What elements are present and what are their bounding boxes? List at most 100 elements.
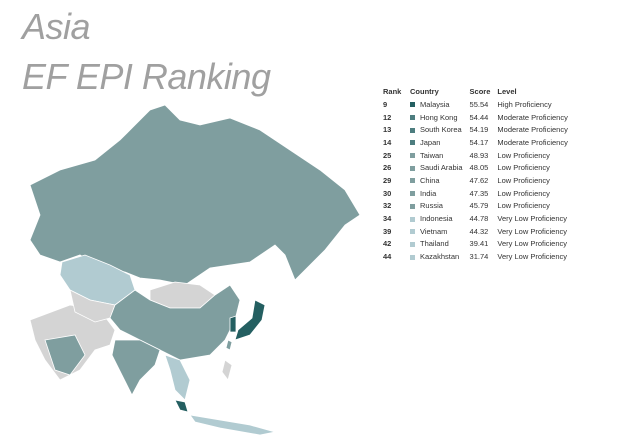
rank: 13 <box>383 125 392 135</box>
legend-swatch <box>410 178 415 184</box>
score: 54.19 <box>469 125 489 135</box>
country-cell: Japan <box>407 136 467 149</box>
country: Kazakhstan <box>420 252 460 262</box>
philippines <box>221 359 233 381</box>
table-row: 14 Japan 54.17 Moderate Proficiency <box>380 136 572 149</box>
india <box>111 339 161 396</box>
rank: 12 <box>383 112 392 122</box>
level: Very Low Proficiency <box>497 214 568 224</box>
legend-swatch <box>410 216 415 222</box>
rank: 34 <box>383 214 392 224</box>
score: 47.62 <box>469 175 489 185</box>
table-row: 34 Indonesia 44.78 Very Low Proficiency <box>380 212 572 225</box>
column-header: Level <box>497 86 517 96</box>
country-cell: Kazakhstan <box>407 250 467 263</box>
country-cell: Hong Kong <box>407 111 467 124</box>
rank: 14 <box>383 137 392 147</box>
country: Malaysia <box>420 99 450 109</box>
score: 31.74 <box>469 252 489 262</box>
level: Low Proficiency <box>497 150 550 160</box>
table-row: 9 Malaysia 55.54 High Proficiency <box>380 98 572 111</box>
country-cell: Thailand <box>407 238 467 251</box>
country: Vietnam <box>420 226 448 236</box>
level: Moderate Proficiency <box>497 137 568 147</box>
country: Thailand <box>420 239 449 249</box>
level: High Proficiency <box>497 99 552 109</box>
title-line-2: EF EPI Ranking <box>22 56 271 97</box>
table-row: 32 Russia 45.79 Low Proficiency <box>380 200 572 213</box>
indonesia <box>189 414 276 436</box>
saudi-arabia <box>44 334 86 376</box>
taiwan <box>225 339 233 351</box>
legend-swatch <box>410 203 415 209</box>
south-korea <box>229 315 237 333</box>
column-header: Country <box>410 86 439 96</box>
legend-swatch <box>410 241 415 247</box>
column-header: Score <box>469 86 491 96</box>
southeast-asia <box>164 354 191 401</box>
country: South Korea <box>420 125 462 135</box>
country: China <box>420 175 440 185</box>
table-body: 9 Malaysia 55.54 High Proficiency 12 Hong Kon… <box>380 98 572 263</box>
table-row: 12 Hong Kong 54.44 Moderate Proficiency <box>380 111 572 124</box>
country-cell: Malaysia <box>407 98 467 111</box>
malaysia <box>174 399 189 413</box>
country: India <box>420 188 437 198</box>
country: Hong Kong <box>420 112 458 122</box>
country-cell: China <box>407 174 467 187</box>
table-row: 25 Taiwan 48.93 Low Proficiency <box>380 149 572 162</box>
level: Very Low Proficiency <box>497 239 568 249</box>
rank: 30 <box>383 188 392 198</box>
score: 48.05 <box>469 163 489 173</box>
rank: 9 <box>383 99 388 109</box>
legend-swatch <box>410 102 415 108</box>
japan <box>234 299 266 341</box>
legend-swatch <box>410 229 415 235</box>
level: Low Proficiency <box>497 188 550 198</box>
score: 44.78 <box>469 214 489 224</box>
country-cell: Indonesia <box>407 212 467 225</box>
level: Low Proficiency <box>497 163 550 173</box>
rank: 39 <box>383 226 392 236</box>
country: Japan <box>420 137 441 147</box>
table-row: 29 China 47.62 Low Proficiency <box>380 174 572 187</box>
legend-swatch <box>410 140 415 146</box>
level: Very Low Proficiency <box>497 226 568 236</box>
legend-swatch <box>410 127 415 133</box>
legend-swatch <box>410 191 415 197</box>
table-row: 30 India 47.35 Low Proficiency <box>380 187 572 200</box>
country-cell: Saudi Arabia <box>407 161 467 174</box>
country: Russia <box>420 201 443 211</box>
rank: 44 <box>383 252 392 262</box>
ranking-table: Rank Country Score Level 9 Malaysia 55.54 High… <box>380 86 572 263</box>
score: 45.79 <box>469 201 489 211</box>
country: Indonesia <box>420 214 453 224</box>
score: 54.17 <box>469 137 489 147</box>
country: Saudi Arabia <box>420 163 463 173</box>
level: Low Proficiency <box>497 175 550 185</box>
table-row: 13 South Korea 54.19 Moderate Proficiency <box>380 123 572 136</box>
legend-swatch <box>410 153 415 159</box>
rank: 25 <box>383 150 392 160</box>
table-row: 42 Thailand 39.41 Very Low Proficiency <box>380 238 572 251</box>
rank: 42 <box>383 239 392 249</box>
country: Taiwan <box>420 150 444 160</box>
level: Very Low Proficiency <box>497 252 568 262</box>
rank: 26 <box>383 163 392 173</box>
country-cell: South Korea <box>407 123 467 136</box>
column-header: Rank <box>383 86 402 96</box>
country-cell: India <box>407 187 467 200</box>
rank: 29 <box>383 175 392 185</box>
legend-swatch <box>410 115 415 121</box>
rank: 32 <box>383 201 392 211</box>
table-row: 39 Vietnam 44.32 Very Low Proficiency <box>380 225 572 238</box>
table-header: Rank Country Score Level <box>380 86 572 98</box>
score: 55.54 <box>469 99 489 109</box>
country-cell: Russia <box>407 200 467 213</box>
country-cell: Taiwan <box>407 149 467 162</box>
level: Moderate Proficiency <box>497 112 568 122</box>
score: 44.32 <box>469 226 489 236</box>
country-cell: Vietnam <box>407 225 467 238</box>
title-line-1: Asia <box>22 6 91 47</box>
score: 47.35 <box>469 188 489 198</box>
